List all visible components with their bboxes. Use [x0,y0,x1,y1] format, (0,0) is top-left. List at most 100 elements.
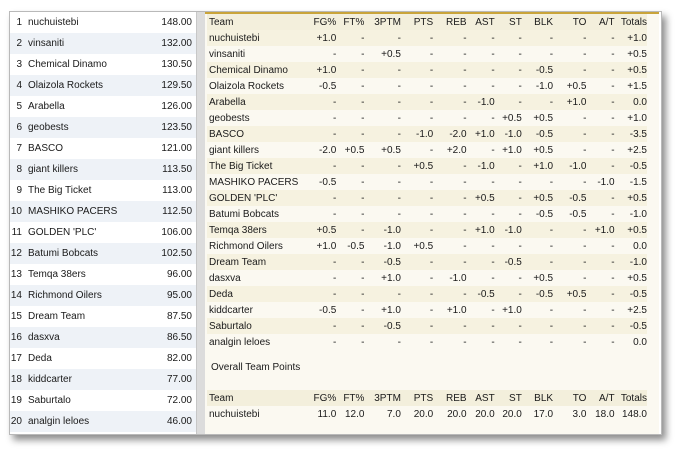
standings-row[interactable]: 12 Batumi Bobcats 102.50 [10,243,196,264]
team-cell[interactable]: The Big Ticket [209,160,273,172]
standings-row[interactable]: 16 dasxva 86.50 [10,327,196,348]
column-header[interactable]: AST [475,392,495,404]
team-name[interactable]: Dream Team [28,311,86,322]
team-cell[interactable]: kiddcarter [209,304,253,316]
team-name[interactable]: Saburtalo [28,395,71,406]
team-cell[interactable]: GOLDEN 'PLC' [209,192,278,204]
team-name[interactable]: vinsaniti [28,38,65,49]
column-header[interactable]: AST [475,16,495,28]
team-cell[interactable]: Olaizola Rockets [209,80,285,92]
column-header[interactable]: FT% [343,392,365,404]
column-header[interactable]: Totals [620,16,647,28]
column-header[interactable]: Team [209,16,234,28]
column-header[interactable]: FT% [343,16,365,28]
team-cell[interactable]: Dream Team [209,256,267,268]
column-header[interactable]: FG% [313,16,337,28]
standings-row[interactable]: 4 Olaizola Rockets 129.50 [10,75,196,96]
column-header[interactable]: 3PTM [374,16,401,28]
column-header[interactable]: TO [572,392,587,404]
team-cell[interactable]: vinsaniti [209,48,246,60]
team-name[interactable]: The Big Ticket [28,185,92,196]
team-name[interactable]: Batumi Bobcats [28,248,99,259]
stat-cell: 20.0 [475,408,495,420]
column-header[interactable]: Totals [620,392,647,404]
column-header[interactable]: BLK [534,16,554,28]
standings-row[interactable]: 7 BASCO 121.00 [10,138,196,159]
team-name[interactable]: giant killers [28,164,79,175]
column-header[interactable]: REB [446,16,467,28]
team-cell[interactable]: nuchuistebi [209,408,260,420]
team-name[interactable]: GOLDEN 'PLC' [28,227,97,238]
team-name[interactable]: analgin leloes [28,416,90,427]
standings-row[interactable]: 17 Deda 82.00 [10,348,196,369]
standings-row[interactable]: 5 Arabella 126.00 [10,96,196,117]
team-cell[interactable]: Chemical Dinamo [209,64,288,76]
stat-cell: - [491,208,495,220]
column-header[interactable]: A/T [599,392,615,404]
team-name[interactable]: dasxva [28,332,60,343]
team-cell[interactable]: Temqa 38ers [209,224,267,236]
stat-cell: - [549,336,554,348]
team-name[interactable]: Chemical Dinamo [28,59,107,70]
table-row: analgin leloes - - - - - - - - - - 0.0 [207,334,647,350]
team-name[interactable]: Deda [28,353,52,364]
standings-row[interactable]: 20 analgin leloes 46.00 [10,411,196,432]
team-name[interactable]: BASCO [28,143,64,154]
rank-number: 4 [16,80,22,91]
column-header[interactable]: PTS [413,392,434,404]
column-header[interactable]: Team [209,392,234,404]
stat-cell: - [518,240,522,252]
stat-cell: -1.0 [383,224,401,236]
column-header[interactable]: FG% [313,392,337,404]
stat-cell: - [361,112,365,124]
standings-row[interactable]: 14 Richmond Oilers 95.00 [10,285,196,306]
team-cell[interactable]: dasxva [209,272,241,284]
standings-row[interactable]: 8 giant killers 113.50 [10,159,196,180]
team-cell[interactable]: analgin leloes [209,336,271,348]
standings-row[interactable]: 13 Temqa 38ers 96.00 [10,264,196,285]
standings-row[interactable]: 9 The Big Ticket 113.00 [10,180,196,201]
column-header[interactable]: ST [509,392,522,404]
column-header[interactable]: TO [572,16,587,28]
standings-row[interactable]: 6 geobests 123.50 [10,117,196,138]
team-points: 86.50 [166,332,192,343]
team-name[interactable]: kiddcarter [28,374,72,385]
team-cell[interactable]: Saburtalo [209,320,252,332]
column-header[interactable]: 3PTM [374,392,401,404]
standings-row[interactable]: 10 MASHIKO PACERS 112.50 [10,201,196,222]
team-cell[interactable]: nuchuistebi [209,32,260,44]
standings-row[interactable]: 1 nuchuistebi 148.00 [10,12,196,33]
column-header[interactable]: REB [446,392,467,404]
column-header[interactable]: PTS [413,16,434,28]
team-name[interactable]: Richmond Oilers [28,290,102,301]
standings-row[interactable]: 2 vinsaniti 132.00 [10,33,196,54]
standings-row[interactable]: 3 Chemical Dinamo 130.50 [10,54,196,75]
column-header[interactable]: A/T [599,16,615,28]
stat-cell: 0.0 [633,336,647,348]
team-cell[interactable]: Richmond Oilers [209,240,283,252]
standings-row[interactable]: 18 kiddcarter 77.00 [10,369,196,390]
team-name[interactable]: MASHIKO PACERS [28,206,118,217]
team-cell[interactable]: Arabella [209,96,246,108]
team-cell[interactable]: BASCO [209,128,245,140]
standings-row[interactable]: 15 Dream Team 87.50 [10,306,196,327]
team-cell[interactable]: Deda [209,288,233,300]
team-cell[interactable]: MASHIKO PACERS [209,176,299,188]
team-name[interactable]: Arabella [28,101,65,112]
stat-cell: +0.5 [533,112,554,124]
stat-cell: -1.0 [629,256,647,268]
table-row: Batumi Bobcats - - - - - - - -0.5 -0.5 - -1.0 [207,206,647,222]
column-header[interactable]: BLK [534,392,554,404]
column-header[interactable]: ST [509,16,522,28]
stat-cell: -1.5 [629,176,647,188]
team-name[interactable]: Olaizola Rockets [28,80,104,91]
standings-row[interactable]: 19 Saburtalo 72.00 [10,390,196,411]
team-name[interactable]: Temqa 38ers [28,269,86,280]
team-name[interactable]: nuchuistebi [28,17,79,28]
stat-cell: - [583,48,587,60]
standings-row[interactable]: 11 GOLDEN 'PLC' 106.00 [10,222,196,243]
team-name[interactable]: geobests [28,122,69,133]
team-cell[interactable]: giant killers [209,144,260,156]
team-cell[interactable]: geobests [209,112,250,124]
team-cell[interactable]: Batumi Bobcats [209,208,280,220]
